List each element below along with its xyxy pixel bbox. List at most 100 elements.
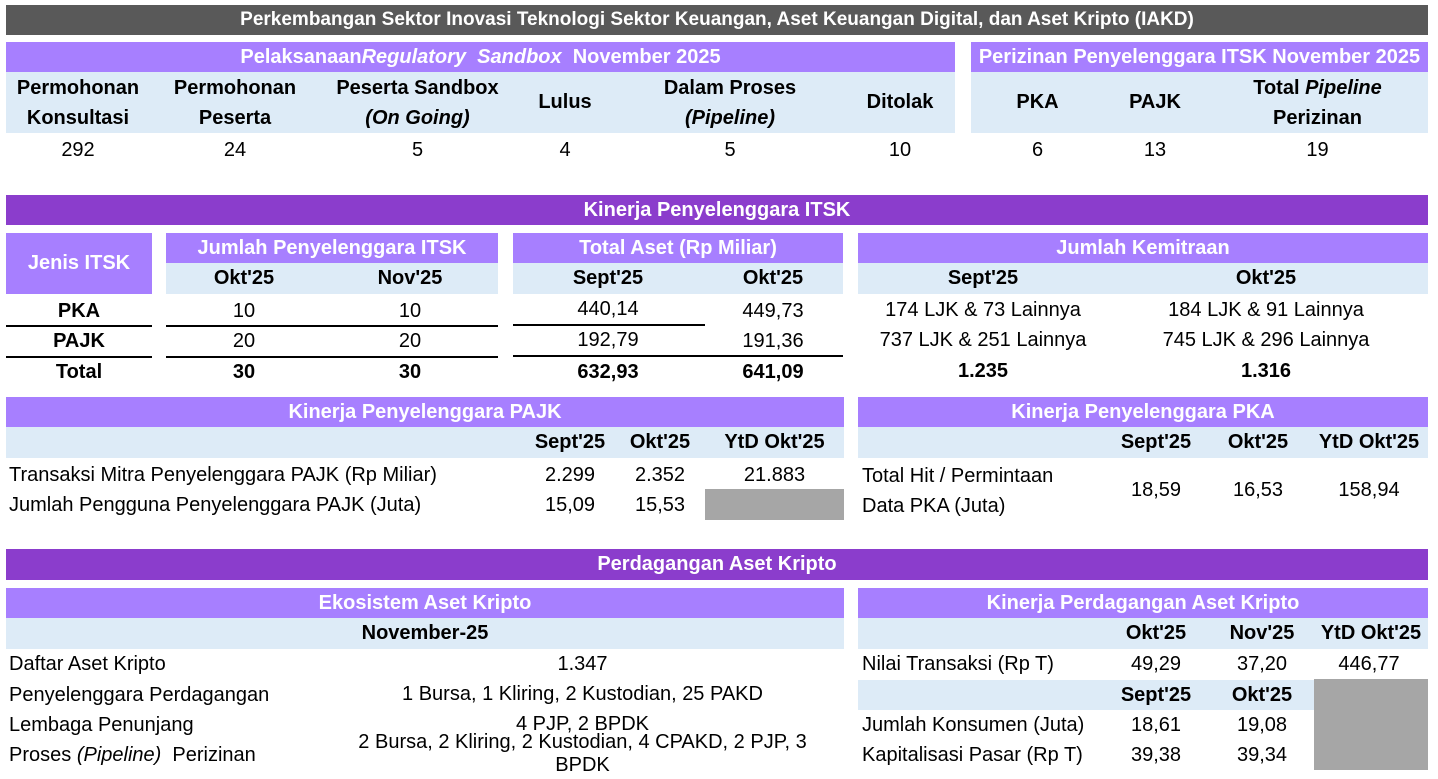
kinerja-kripto-nilai-okt: 49,29 [1130,652,1182,675]
aset-total-okt: 641,09 [742,360,804,383]
label-post: Perizinan [161,743,256,766]
jumlah-total-okt: 30 [232,360,256,383]
perizinan-title: Perizinan Penyelenggara ITSK November 20… [971,42,1428,72]
kemitraan-total-sept: 1.235 [957,359,1009,382]
header-text: Konsultasi [26,106,130,129]
total-aset-title: Total Aset (Rp Miliar) [513,233,843,263]
row-label-pka: PKA [57,299,101,322]
header-text-em: Pipeline [1305,76,1382,99]
ekosistem-row-daftar-label: Daftar Aset Kripto [9,652,166,675]
kinerja-kripto-konsumen-sept: 18,61 [1130,713,1182,736]
sandbox-value-ditolak: 10 [888,138,912,161]
pajk-transaksi-ytd: 21.883 [743,463,806,486]
kinerja-kripto-konsumen-okt: 19,08 [1236,713,1288,736]
kemitraan-pajk-sept: 737 LJK & 251 Lainnya [879,328,1087,351]
pajk-title: Kinerja Penyelenggara PAJK [6,397,844,427]
pajk-pengguna-okt: 15,53 [634,493,686,516]
aset-pka-sept: 440,14 [577,297,639,320]
divider [166,325,498,327]
kemitraan-header-row [858,263,1428,294]
ekosistem-row-penunjang-value: 4 PJP, 2 BPDK [515,712,650,735]
ekosistem-row-daftar-value: 1.347 [557,652,608,675]
sandbox-title: Pelaksanaan Regulatory Sandbox November … [6,42,955,72]
sandbox-col-ongoing: Peserta Sandbox (On Going) [320,72,515,133]
kinerja-kripto-sub-col-okt: Okt'25 [1231,683,1293,706]
jumlah-pka-nov: 10 [398,299,422,322]
sandbox-value-lulus: 4 [559,138,571,161]
sandbox-col-pipeline: Dalam Proses (Pipeline) [640,72,820,133]
ekosistem-row-penyelenggara-label: Penyelenggara Perdagangan [9,683,270,706]
header-text: (On Going) [365,106,470,129]
jumlah-pajk-okt: 20 [232,329,256,352]
divider [6,325,152,327]
kemitraan-col-sept: Sept'25 [947,267,1019,289]
kinerja-kripto-nilai-nov: 37,20 [1236,652,1288,675]
pajk-col-okt: Okt'25 [629,431,691,453]
aset-header-row [513,263,843,294]
kinerja-kripto-subheader-row [858,680,1314,710]
ekosistem-row-pipeline-value: 2 Bursa, 2 Kliring, 2 Kustodian, 4 CPAKD… [358,731,807,776]
sandbox-value-peserta: 24 [223,138,247,161]
pajk-pengguna-sept: 15,09 [544,493,596,516]
header-text: Permohonan [16,76,140,99]
pajk-row-transaksi-label: Transaksi Mitra Penyelenggara PAJK (Rp M… [9,463,437,486]
sandbox-value-konsultasi: 292 [61,138,95,161]
pka-title: Kinerja Penyelenggara PKA [858,397,1428,427]
perizinan-value-pajk: 13 [1143,138,1167,161]
kemitraan-pka-sept: 174 LJK & 73 Lainnya [885,298,1081,321]
kinerja-kripto-header-row [858,618,1428,649]
sandbox-title-em: Regulatory Sandbox [361,45,562,68]
ekosistem-row-penunjang-label: Lembaga Penunjang [9,713,194,736]
pajk-pengguna-ytd-empty [705,489,844,520]
header-text: Total Pipeline [1253,73,1382,103]
label-pre: Proses [9,743,77,766]
pajk-transaksi-sept: 2.299 [544,463,596,486]
sandbox-col-peserta: Permohonan Peserta [160,72,310,133]
sandbox-col-ditolak: Ditolak [866,91,934,113]
divider [6,356,152,358]
pka-col-okt: Okt'25 [1227,431,1289,453]
kinerja-kripto-kapitalisasi-sept: 39,38 [1130,743,1182,766]
pajk-col-ytd: YtD Okt'25 [724,431,825,453]
kemitraan-col-okt: Okt'25 [1235,267,1297,289]
jenis-itsk-header: Jenis ITSK [6,233,152,294]
kemitraan-pka-okt: 184 LJK & 91 Lainnya [1168,298,1364,321]
kinerja-kripto-nilai-ytd: 446,77 [1338,652,1400,675]
perizinan-value-pka: 6 [1031,138,1044,161]
label-line: Total Hit / Permintaan [862,464,1054,487]
kinerja-kripto-kapitalisasi-label: Kapitalisasi Pasar (Rp T) [862,743,1083,766]
jumlah-total-nov: 30 [398,360,422,383]
row-label-pajk: PAJK [53,329,105,352]
divider [513,324,705,326]
header-text: Perizinan [1273,106,1362,129]
pka-hit-sept: 18,59 [1130,479,1182,501]
kemitraan-pajk-okt: 745 LJK & 296 Lainnya [1162,328,1370,351]
aset-pajk-okt: 191,36 [742,329,804,352]
ekosistem-subheader: November-25 [6,618,844,649]
header-text: Peserta [198,106,272,129]
sandbox-value-pipeline: 5 [724,138,736,161]
sandbox-title-post: November 2025 [561,45,721,68]
kinerja-kripto-col-ytd: YtD Okt'25 [1320,622,1422,644]
sandbox-value-ongoing: 5 [411,138,424,161]
ekosistem-row-pipeline-label: Proses (Pipeline) Perizinan [9,740,329,770]
jumlah-col-nov: Nov'25 [377,267,443,289]
pajk-row-pengguna-label: Jumlah Pengguna Penyelenggara PAJK (Juta… [9,493,422,516]
perizinan-col-total: Total Pipeline Perizinan [1220,72,1415,133]
perizinan-col-pajk: PAJK [1129,91,1181,113]
pka-hit-okt: 16,53 [1232,479,1284,501]
perizinan-value-total: 19 [1306,138,1329,161]
label-line: Data PKA (Juta) [862,494,1006,517]
aset-col-sept: Sept'25 [572,267,644,289]
pajk-col-sept: Sept'25 [534,431,606,453]
pajk-header-row [6,427,844,458]
header-text: Peserta Sandbox [336,76,499,99]
kinerja-kripto-nilai-label: Nilai Transaksi (Rp T) [862,652,1054,675]
pka-row-label: Total Hit / Permintaan Data PKA (Juta) [862,460,1102,521]
kinerja-kripto-konsumen-label: Jumlah Konsumen (Juta) [862,713,1085,736]
aset-pajk-sept: 192,79 [577,328,639,351]
jumlah-pka-okt: 10 [232,299,256,322]
kinerja-kripto-sub-col-sept: Sept'25 [1120,683,1192,706]
kripto-title: Perdagangan Aset Kripto [6,549,1428,580]
pka-header-row [858,427,1428,458]
